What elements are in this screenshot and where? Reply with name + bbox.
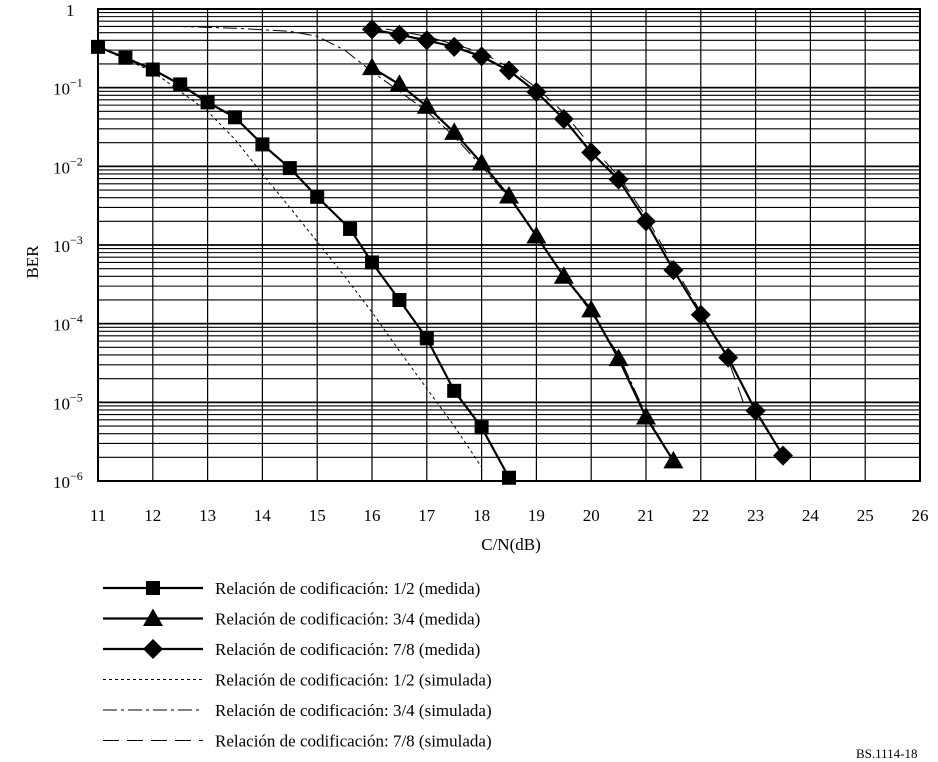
series-line-6 bbox=[98, 26, 784, 456]
data-point-square bbox=[343, 221, 358, 236]
data-point-square bbox=[365, 255, 379, 270]
data-point-square bbox=[392, 292, 407, 307]
data-point-diamond bbox=[690, 304, 711, 325]
series-line-4 bbox=[97, 46, 483, 468]
data-point-square bbox=[310, 189, 325, 204]
x-tick-label: 22 bbox=[692, 506, 709, 525]
x-tick-label: 26 bbox=[912, 506, 929, 525]
data-point-diamond bbox=[636, 211, 656, 232]
legend-label: Relación de codificación: 7/8 (simulada) bbox=[215, 732, 492, 751]
data-point-diamond bbox=[362, 19, 382, 40]
data-point-triangle bbox=[553, 266, 574, 284]
y-tick-label: 1 bbox=[66, 1, 75, 20]
data-point-diamond bbox=[773, 445, 793, 466]
legend-label: Relación de codificación: 3/4 (medida) bbox=[215, 610, 480, 629]
y-tick-label: 10−1 bbox=[53, 76, 83, 99]
x-tick-label: 19 bbox=[528, 506, 545, 525]
data-point-diamond bbox=[718, 347, 739, 368]
data-point-diamond bbox=[608, 169, 629, 190]
legend-label: Relación de codificación: 1/2 (medida) bbox=[215, 579, 480, 598]
legend-label: Relación de codificación: 3/4 (simulada) bbox=[215, 701, 492, 720]
y-tick-label: 10−6 bbox=[53, 469, 83, 492]
plot-frame bbox=[97, 8, 921, 482]
x-tick-label: 23 bbox=[747, 506, 764, 525]
legend-label: Relación de codificación: 1/2 (simulada) bbox=[215, 671, 492, 690]
data-point-square bbox=[118, 50, 133, 65]
series-layer bbox=[97, 26, 784, 479]
y-axis-label: BER bbox=[23, 245, 42, 279]
x-tick-label: 25 bbox=[857, 506, 874, 525]
data-point-triangle bbox=[663, 450, 684, 469]
x-tick-label: 21 bbox=[638, 506, 655, 525]
data-point-diamond bbox=[416, 30, 437, 51]
y-tick-label: 10−4 bbox=[53, 312, 83, 335]
data-point-diamond bbox=[444, 36, 465, 57]
data-point-triangle bbox=[471, 153, 492, 171]
data-point-square bbox=[447, 383, 462, 398]
x-tick-label: 11 bbox=[90, 506, 106, 525]
data-point-triangle bbox=[608, 348, 629, 367]
data-point-diamond bbox=[499, 60, 519, 81]
x-tick-label: 18 bbox=[473, 506, 490, 525]
y-tick-label: 10−3 bbox=[53, 233, 83, 256]
data-point-triangle bbox=[636, 407, 656, 425]
x-tick-label: 13 bbox=[199, 506, 216, 525]
y-tick-labels: 1 10−1 10−2 10−3 10−4 10−5 10−6 bbox=[53, 1, 83, 492]
x-tick-label: 17 bbox=[418, 506, 436, 525]
x-tick-label: 24 bbox=[802, 506, 820, 525]
data-point-triangle bbox=[526, 226, 547, 244]
data-point-triangle bbox=[444, 122, 465, 140]
x-tick-label: 12 bbox=[144, 506, 161, 525]
legend: Relación de codificación: 1/2 (medida) Re… bbox=[103, 579, 492, 751]
x-tick-label: 16 bbox=[364, 506, 381, 525]
x-tick-label: 14 bbox=[254, 506, 272, 525]
data-point-triangle bbox=[362, 57, 382, 76]
data-point-triangle bbox=[389, 74, 410, 92]
data-point-square bbox=[419, 331, 434, 346]
data-point-square bbox=[282, 161, 297, 176]
data-point-diamond bbox=[663, 260, 684, 281]
x-tick-label: 20 bbox=[583, 506, 600, 525]
data-point-diamond bbox=[471, 46, 492, 67]
data-point-square bbox=[502, 470, 516, 485]
data-point-square bbox=[173, 77, 188, 92]
data-point-diamond bbox=[389, 24, 410, 45]
legend-label: Relación de codificación: 7/8 (medida) bbox=[215, 640, 480, 659]
legend-marker-square bbox=[146, 581, 160, 595]
data-point-triangle bbox=[416, 96, 437, 114]
x-axis-label: C/N(dB) bbox=[481, 535, 541, 554]
data-point-square bbox=[228, 110, 242, 125]
figure-id: BS.1114-18 bbox=[856, 746, 918, 761]
data-point-triangle bbox=[499, 185, 519, 204]
data-point-diamond bbox=[745, 400, 766, 421]
data-point-square bbox=[200, 95, 215, 110]
legend-marker-triangle bbox=[143, 608, 163, 626]
series-line-1 bbox=[97, 45, 510, 479]
legend-marker-diamond bbox=[143, 639, 163, 659]
y-tick-label: 10−5 bbox=[53, 390, 83, 413]
x-tick-label: 15 bbox=[309, 506, 326, 525]
series-line-3 bbox=[371, 28, 784, 457]
data-point-triangle bbox=[581, 299, 602, 318]
data-point-square bbox=[145, 62, 160, 77]
y-tick-label: 10−2 bbox=[53, 154, 83, 177]
data-point-square bbox=[474, 420, 489, 435]
data-point-diamond bbox=[581, 142, 602, 163]
series-line-5 bbox=[98, 26, 674, 462]
data-point-diamond bbox=[526, 82, 547, 103]
data-point-square bbox=[255, 137, 270, 152]
data-point-diamond bbox=[553, 108, 574, 129]
marker-layer bbox=[91, 19, 793, 485]
x-tick-labels: 11 12 13 14 15 16 17 18 19 20 21 22 23 24 25 26 bbox=[90, 506, 929, 525]
